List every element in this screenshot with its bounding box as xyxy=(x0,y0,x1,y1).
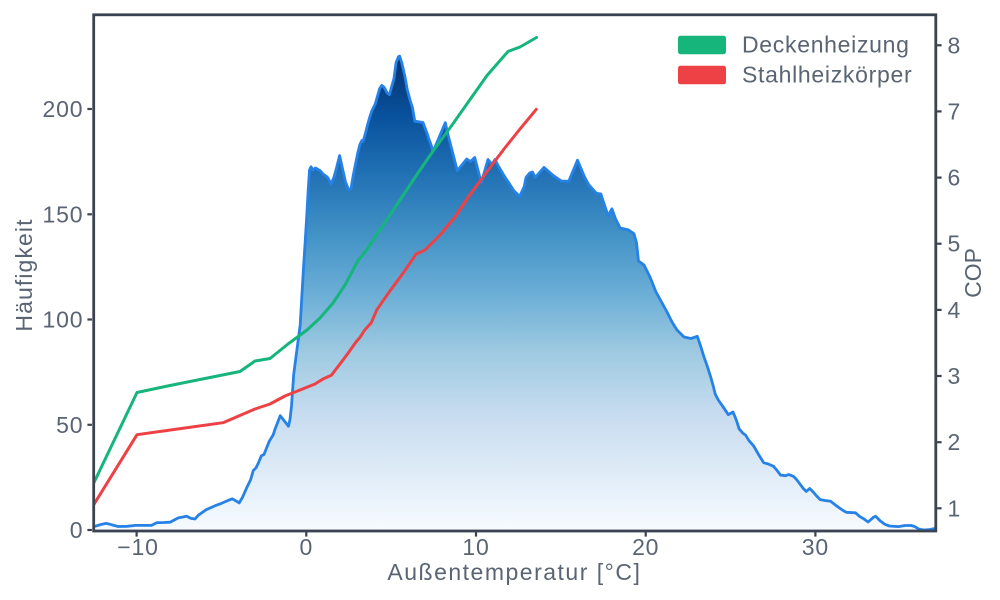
svg-text:−10: −10 xyxy=(117,534,158,560)
svg-text:0: 0 xyxy=(70,517,84,543)
svg-text:7: 7 xyxy=(948,98,962,124)
svg-text:20: 20 xyxy=(632,534,659,560)
svg-text:Stahlheizkörper: Stahlheizkörper xyxy=(742,62,912,88)
svg-text:5: 5 xyxy=(948,231,962,257)
svg-text:200: 200 xyxy=(43,96,84,122)
svg-text:100: 100 xyxy=(43,307,84,333)
svg-text:8: 8 xyxy=(948,32,962,58)
svg-text:0: 0 xyxy=(300,534,314,560)
svg-text:150: 150 xyxy=(43,201,84,227)
svg-text:1: 1 xyxy=(948,495,962,521)
svg-text:50: 50 xyxy=(56,412,83,438)
svg-text:6: 6 xyxy=(948,165,962,191)
svg-text:4: 4 xyxy=(948,297,962,323)
svg-text:COP: COP xyxy=(960,248,986,298)
svg-text:2: 2 xyxy=(948,429,962,455)
svg-text:Häufigkeit: Häufigkeit xyxy=(11,218,37,331)
svg-text:3: 3 xyxy=(948,363,962,389)
svg-text:30: 30 xyxy=(802,534,829,560)
svg-text:Deckenheizung: Deckenheizung xyxy=(742,32,910,58)
svg-text:Außentemperatur [°C]: Außentemperatur [°C] xyxy=(387,559,641,585)
svg-text:10: 10 xyxy=(462,534,489,560)
